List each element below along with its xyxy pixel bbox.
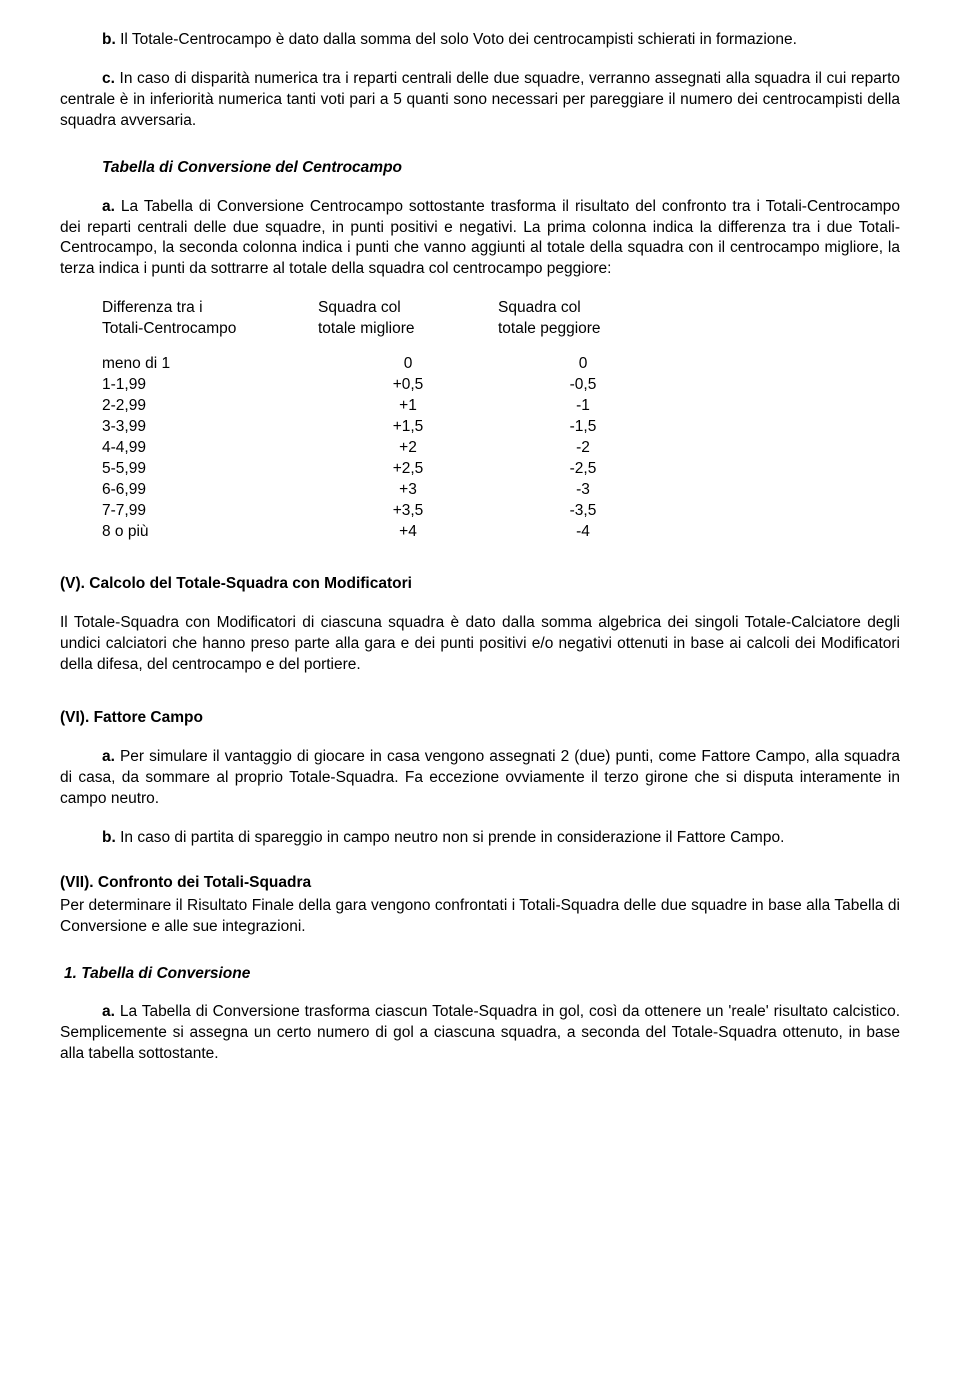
col1-header-line2: Totali-Centrocampo — [102, 319, 318, 340]
document-page: b. Il Totale-Centrocampo è dato dalla so… — [0, 0, 960, 1386]
col1-header-line1: Differenza tra i — [102, 298, 318, 319]
bullet-b: b. — [102, 31, 116, 48]
table-header: Differenza tra i Totali-Centrocampo Squa… — [102, 298, 900, 340]
col2-header-line2: totale migliore — [318, 319, 498, 340]
cell-worse: -3 — [498, 480, 668, 501]
conversion-table: Differenza tra i Totali-Centrocampo Squa… — [102, 298, 900, 542]
paragraph-tc-a: a. La Tabella di Conversione trasforma c… — [60, 1002, 900, 1065]
paragraph-vii: Per determinare il Risultato Finale dell… — [60, 896, 900, 938]
table-body: meno di 1001-1,99+0,5-0,52-2,99+1-13-3,9… — [102, 354, 900, 542]
text-vi-a: Per simulare il vantaggio di giocare in … — [60, 748, 900, 807]
paragraph-vi-b: b. In caso di partita di spareggio in ca… — [60, 828, 900, 849]
text-vi-b: In caso di partita di spareggio in campo… — [116, 829, 785, 846]
cell-diff: 1-1,99 — [102, 375, 318, 396]
cell-worse: 0 — [498, 354, 668, 375]
cell-diff: 7-7,99 — [102, 501, 318, 522]
cell-worse: -3,5 — [498, 501, 668, 522]
table-row: 6-6,99+3-3 — [102, 480, 900, 501]
table-row: meno di 100 — [102, 354, 900, 375]
paragraph-v: Il Totale-Squadra con Modificatori di ci… — [60, 613, 900, 676]
paragraph-c: c. In caso di disparità numerica tra i r… — [60, 69, 900, 132]
heading-tabella-conversione-centrocampo: Tabella di Conversione del Centrocampo — [60, 158, 900, 179]
col3-header: Squadra col totale peggiore — [498, 298, 668, 340]
table-row: 3-3,99+1,5-1,5 — [102, 417, 900, 438]
cell-better: +3 — [318, 480, 498, 501]
col2-header-line1: Squadra col — [318, 298, 498, 319]
cell-diff: 4-4,99 — [102, 438, 318, 459]
col3-header-line2: totale peggiore — [498, 319, 668, 340]
cell-better: +2,5 — [318, 459, 498, 480]
cell-diff: 8 o più — [102, 522, 318, 543]
cell-worse: -2 — [498, 438, 668, 459]
col3-header-line1: Squadra col — [498, 298, 668, 319]
cell-better: +3,5 — [318, 501, 498, 522]
col1-header: Differenza tra i Totali-Centrocampo — [102, 298, 318, 340]
text-tc-a: La Tabella di Conversione trasforma cias… — [60, 1003, 900, 1062]
cell-better: +1 — [318, 396, 498, 417]
cell-diff: 3-3,99 — [102, 417, 318, 438]
cell-worse: -0,5 — [498, 375, 668, 396]
heading-vi: (VI). Fattore Campo — [60, 708, 900, 729]
heading-vii: (VII). Confronto dei Totali-Squadra — [60, 873, 900, 894]
cell-diff: 5-5,99 — [102, 459, 318, 480]
bullet-c: c. — [102, 70, 115, 87]
cell-worse: -2,5 — [498, 459, 668, 480]
table-row: 8 o più+4-4 — [102, 522, 900, 543]
paragraph-b: b. Il Totale-Centrocampo è dato dalla so… — [60, 30, 900, 51]
text-c: In caso di disparità numerica tra i repa… — [60, 70, 900, 129]
paragraph-a: a. La Tabella di Conversione Centrocampo… — [60, 197, 900, 281]
cell-better: +1,5 — [318, 417, 498, 438]
cell-worse: -1 — [498, 396, 668, 417]
bullet-vi-b: b. — [102, 829, 116, 846]
bullet-a: a. — [102, 198, 115, 215]
table-row: 5-5,99+2,5-2,5 — [102, 459, 900, 480]
col2-header: Squadra col totale migliore — [318, 298, 498, 340]
cell-better: 0 — [318, 354, 498, 375]
text-a: La Tabella di Conversione Centrocampo so… — [60, 198, 900, 278]
cell-better: +0,5 — [318, 375, 498, 396]
cell-better: +2 — [318, 438, 498, 459]
bullet-tc-a: a. — [102, 1003, 115, 1020]
bullet-vi-a: a. — [102, 748, 115, 765]
paragraph-vi-a: a. Per simulare il vantaggio di giocare … — [60, 747, 900, 810]
heading-v: (V). Calcolo del Totale-Squadra con Modi… — [60, 574, 900, 595]
cell-diff: 2-2,99 — [102, 396, 318, 417]
table-row: 4-4,99+2-2 — [102, 438, 900, 459]
text-b: Il Totale-Centrocampo è dato dalla somma… — [116, 31, 797, 48]
table-row: 7-7,99+3,5-3,5 — [102, 501, 900, 522]
cell-diff: meno di 1 — [102, 354, 318, 375]
heading-tabella-conversione: 1. Tabella di Conversione — [60, 964, 900, 985]
cell-better: +4 — [318, 522, 498, 543]
cell-worse: -1,5 — [498, 417, 668, 438]
table-row: 1-1,99+0,5-0,5 — [102, 375, 900, 396]
cell-diff: 6-6,99 — [102, 480, 318, 501]
cell-worse: -4 — [498, 522, 668, 543]
table-row: 2-2,99+1-1 — [102, 396, 900, 417]
